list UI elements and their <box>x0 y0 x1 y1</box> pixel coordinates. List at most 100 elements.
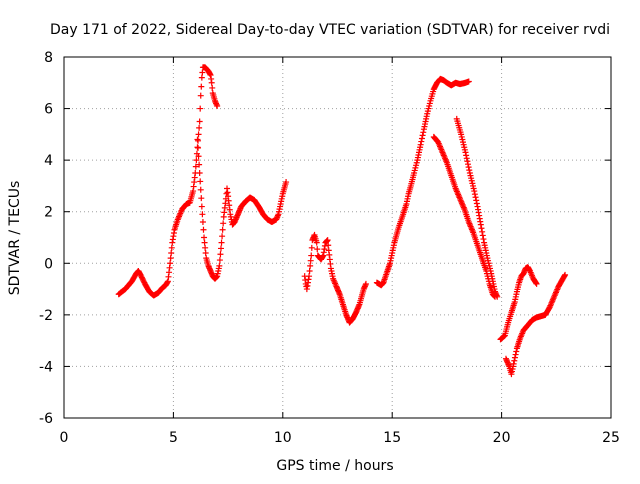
x-tick-label: 0 <box>60 430 69 446</box>
x-tick-label: 15 <box>383 430 401 446</box>
data-point <box>307 257 314 264</box>
data-segment <box>373 75 472 289</box>
data-point <box>197 92 204 99</box>
data-point <box>463 155 470 162</box>
data-point <box>308 244 315 251</box>
y-tick-label: 2 <box>44 205 53 221</box>
data-point <box>195 153 202 160</box>
grid-layer <box>64 57 611 418</box>
data-point <box>199 211 206 218</box>
data-point <box>494 293 501 300</box>
data-point <box>283 179 290 186</box>
data-point <box>209 84 216 91</box>
chart-title: Day 171 of 2022, Sidereal Day-to-day VTE… <box>50 22 610 38</box>
data-point <box>194 136 201 143</box>
data-point <box>324 237 331 244</box>
data-point <box>419 132 426 139</box>
data-point <box>200 226 207 233</box>
data-point <box>195 144 202 151</box>
data-point <box>201 234 208 241</box>
data-point <box>472 194 479 201</box>
data-point <box>214 102 221 109</box>
data-point <box>196 170 203 177</box>
data-point <box>463 152 470 159</box>
data-point <box>196 118 203 125</box>
data-point <box>306 273 313 280</box>
data-point <box>220 220 227 227</box>
data-point <box>471 191 478 198</box>
data-point <box>417 141 424 148</box>
data-point <box>362 280 369 287</box>
data-point <box>196 161 203 168</box>
data-point <box>167 260 174 267</box>
data-point <box>465 164 472 171</box>
data-point <box>465 78 472 85</box>
data-point <box>418 138 425 145</box>
y-tick-label: -4 <box>39 359 53 375</box>
data-point <box>477 221 484 228</box>
data-point <box>198 74 205 81</box>
data-point <box>464 158 471 165</box>
data-point <box>219 233 226 240</box>
data-point <box>471 188 478 195</box>
data-point <box>217 245 224 252</box>
y-tick-label: 0 <box>44 256 53 272</box>
data-point <box>513 348 520 355</box>
data-point <box>198 83 205 90</box>
x-tick-label: 20 <box>493 430 511 446</box>
y-tick-label: 8 <box>44 50 53 66</box>
tick-layer: 0 5 10 15 20 25 -6 -4 -2 0 2 4 6 8 <box>39 50 620 446</box>
data-point <box>325 242 332 249</box>
data-point <box>168 244 175 251</box>
data-point <box>208 79 215 86</box>
data-point <box>533 280 540 287</box>
data-point <box>199 69 206 76</box>
y-tick-label: 6 <box>44 102 53 118</box>
plot-frame <box>63 56 612 419</box>
data-point <box>473 200 480 207</box>
data-point <box>201 239 208 246</box>
data-point <box>198 203 205 210</box>
y-axis-label: SDTVAR / TECUs <box>7 181 23 296</box>
data-point <box>217 251 224 258</box>
data-point <box>308 252 315 259</box>
x-tick-label: 5 <box>169 430 178 446</box>
data-point <box>478 225 485 232</box>
data-point <box>192 163 199 170</box>
y-tick-label: -2 <box>39 308 53 324</box>
data-point <box>306 268 313 275</box>
data-point <box>219 226 226 233</box>
data-point <box>216 262 223 269</box>
data-segment <box>115 64 221 299</box>
data-point <box>167 255 174 262</box>
data-point <box>480 236 487 243</box>
x-tick-label: 10 <box>274 430 292 446</box>
data-segment <box>301 231 369 326</box>
x-tick-label: 25 <box>602 430 620 446</box>
data-segment <box>194 136 290 282</box>
data-segment <box>497 264 540 343</box>
data-segment <box>453 115 501 300</box>
data-point <box>196 124 203 131</box>
data-point <box>479 232 486 239</box>
data-point <box>198 195 205 202</box>
data-point <box>511 357 518 364</box>
data-point <box>479 228 486 235</box>
data-point <box>466 167 473 174</box>
data-point <box>313 239 320 246</box>
data-point <box>193 157 200 164</box>
y-tick-label: 4 <box>44 153 53 169</box>
data-point <box>462 149 469 156</box>
data-point <box>197 186 204 193</box>
data-segment <box>430 133 499 300</box>
data-layer <box>115 64 569 378</box>
data-point <box>512 351 519 358</box>
data-point <box>314 246 321 253</box>
data-point <box>464 161 471 168</box>
data-point <box>218 239 225 246</box>
data-point <box>197 178 204 185</box>
data-point <box>307 262 314 269</box>
data-point <box>418 135 425 142</box>
